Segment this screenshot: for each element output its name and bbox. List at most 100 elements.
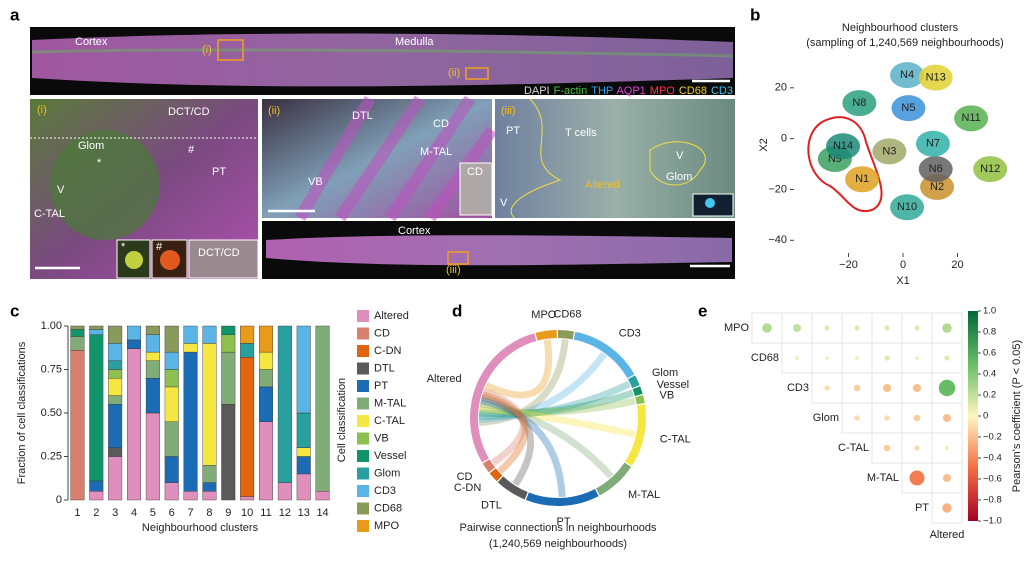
colorbar-tick-label: −0.6 <box>983 474 1002 485</box>
bar-segment <box>183 351 198 492</box>
colorbar <box>968 311 978 521</box>
correlation-dot <box>824 385 830 391</box>
region-outline <box>510 98 562 219</box>
caption: (1,240,569 neighbourhoods) <box>489 538 627 550</box>
legend-label: CD3 <box>374 485 396 497</box>
chord-label: VB <box>660 390 675 402</box>
x-tick-label: 11 <box>260 507 271 519</box>
bar-segment <box>221 404 236 501</box>
channel-name: MPO <box>650 85 676 97</box>
cluster <box>973 156 1008 183</box>
bar-segment <box>108 395 123 405</box>
cluster-label: N14 <box>833 140 853 152</box>
bar-segment <box>240 496 255 501</box>
bar-segment <box>145 360 160 379</box>
cluster <box>845 166 880 193</box>
annotation: VB <box>308 176 323 188</box>
bar-segment <box>127 348 141 501</box>
colorbar-label: Pearson's coefficient (P < 0.05) <box>1011 340 1023 492</box>
cluster <box>954 105 989 132</box>
correlation-dot <box>884 355 890 361</box>
chord-ribbon <box>478 389 635 418</box>
tissue <box>266 235 732 266</box>
chord-arc <box>573 331 635 379</box>
tissue-texture <box>31 48 734 58</box>
region-outline <box>649 141 706 186</box>
legend-swatch <box>357 345 369 357</box>
x-tick-label: 12 <box>279 507 291 519</box>
bar-segment <box>145 334 160 353</box>
annotation: V <box>500 197 508 209</box>
glom-region <box>50 130 160 240</box>
correlation-dot <box>854 415 860 421</box>
bar-segment <box>296 325 311 414</box>
chord-arc <box>635 395 645 405</box>
chord-arc <box>625 404 646 466</box>
chord-ribbon <box>479 397 636 416</box>
annotation: CD <box>467 166 483 178</box>
x-tick-label: 4 <box>131 507 137 519</box>
panel-label: b <box>750 5 760 24</box>
correlation-dot <box>883 384 891 392</box>
cluster-label: N6 <box>929 163 943 175</box>
bar-segment <box>127 339 141 349</box>
bar-segment <box>127 325 141 341</box>
legend-label: Altered <box>374 310 409 322</box>
chord-label: DTL <box>481 499 502 511</box>
cluster-label: N10 <box>897 201 917 213</box>
bar-segment <box>240 357 255 497</box>
y-axis-label: Fraction of cell classifications <box>16 341 28 484</box>
bar-segment <box>259 369 273 388</box>
legend-swatch <box>357 450 369 462</box>
legend-label: CD <box>374 327 390 339</box>
chord-ribbon <box>484 339 553 399</box>
chord-ribbon <box>482 388 527 466</box>
annotation: * <box>97 157 102 169</box>
y-tick-label: 1.00 <box>41 320 62 332</box>
annotation: M-TAL <box>420 146 452 158</box>
highlight-outline <box>807 116 883 213</box>
y-tick-label: 0 <box>781 133 787 145</box>
correlation-dot <box>854 325 860 331</box>
correlation-dot <box>942 503 952 513</box>
inset-tag: (iii) <box>501 105 516 117</box>
correlation-dot <box>824 325 830 331</box>
bar-segment <box>108 343 123 361</box>
legend-label: VB <box>374 432 389 444</box>
inset-tag: (i) <box>37 104 47 116</box>
caption: Pairwise connections in neighbourhoods <box>460 522 657 534</box>
correlation-dot <box>913 384 921 392</box>
chord-arc <box>489 468 503 482</box>
bar-segment <box>108 456 123 501</box>
row-label: CD68 <box>751 352 779 364</box>
cluster-label: N4 <box>900 69 914 81</box>
bar-segment <box>70 350 85 501</box>
correlation-dot <box>855 356 859 360</box>
colorbar-tick-label: −0.8 <box>983 495 1002 506</box>
chord-arc <box>497 476 528 500</box>
annotation: Glom <box>666 171 692 183</box>
x-tick-label: 2 <box>93 507 99 519</box>
legend-label: PT <box>374 380 388 392</box>
y-tick-label: 0.25 <box>41 450 62 462</box>
chord-label: M-TAL <box>628 489 660 501</box>
y-tick-label: 20 <box>775 82 787 94</box>
bar-segment <box>183 491 198 501</box>
chart-subtitle: (sampling of 1,240,569 neighbourhoods) <box>806 37 1004 49</box>
colorbar-tick-label: 0.6 <box>983 348 996 359</box>
row-label: M-TAL <box>867 472 899 484</box>
bar-segment <box>70 336 85 351</box>
bar-segment <box>164 325 179 353</box>
correlation-dot <box>913 414 921 422</box>
annotation: * <box>121 241 126 253</box>
row-label: MPO <box>724 322 750 334</box>
x-tick-label: 9 <box>225 507 231 519</box>
correlation-dot <box>945 446 949 450</box>
inset-tag: (ii) <box>268 105 280 117</box>
bar-segment <box>108 404 123 448</box>
legend-label: M-TAL <box>374 397 406 409</box>
x-tick-label: 20 <box>951 259 963 271</box>
chord-label: Glom <box>652 367 678 379</box>
bar-segment <box>145 325 160 335</box>
